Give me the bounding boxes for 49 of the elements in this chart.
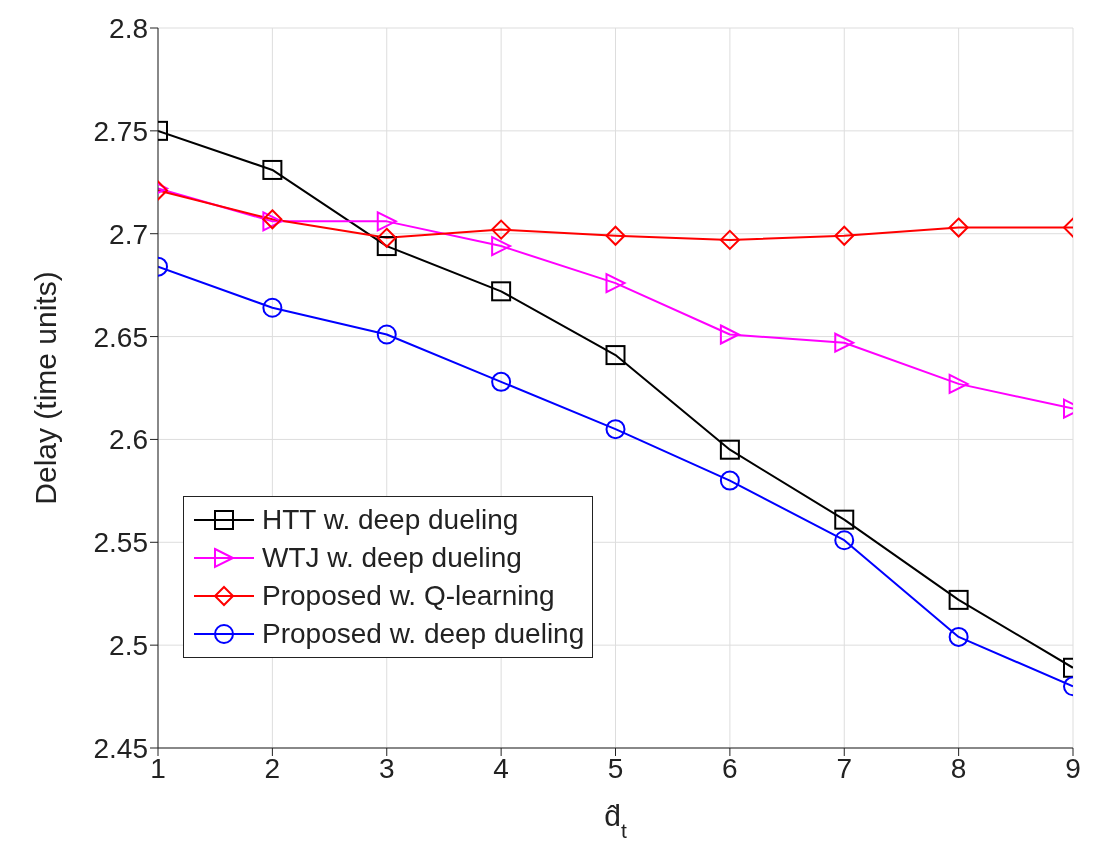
x-tick-label: 3 <box>378 752 395 784</box>
point <box>376 227 397 248</box>
point <box>834 509 855 530</box>
x-tick-label: 2 <box>264 752 281 784</box>
point <box>834 225 855 246</box>
legend-label: WTJ w. deep dueling <box>262 542 522 574</box>
x-tick-label: 5 <box>607 752 624 784</box>
x-tick-label: 4 <box>493 752 509 784</box>
point <box>719 470 740 491</box>
point <box>834 332 855 353</box>
y-axis-title: Delay (time units) <box>28 271 62 505</box>
point <box>491 371 512 392</box>
point <box>834 530 855 551</box>
x-axis-title: d̂$_{t}$ <box>604 799 627 842</box>
point <box>719 439 740 460</box>
point <box>491 236 512 257</box>
point <box>948 217 969 238</box>
point <box>376 324 397 345</box>
point <box>605 273 626 294</box>
point <box>948 626 969 647</box>
point <box>948 373 969 394</box>
point <box>491 219 512 240</box>
point <box>376 236 397 257</box>
point <box>262 159 283 180</box>
y-tick-label: 2.55 <box>93 527 148 559</box>
point <box>948 589 969 610</box>
y-tick-label: 2.45 <box>93 732 148 764</box>
legend-label: HTT w. deep dueling <box>262 504 519 536</box>
point <box>719 229 740 250</box>
y-tick-label: 2.75 <box>93 115 148 147</box>
point <box>605 225 626 246</box>
legend-label: Proposed w. deep dueling <box>262 618 585 650</box>
y-tick-label: 2.6 <box>109 424 148 456</box>
point <box>491 281 512 302</box>
point <box>605 419 626 440</box>
point <box>719 324 740 345</box>
x-tick-label: 1 <box>150 752 166 784</box>
x-tick-label: 6 <box>722 752 738 784</box>
legend-label: Proposed w. Q-learning <box>262 580 555 612</box>
x-tick-label: 9 <box>1065 752 1081 784</box>
point <box>376 211 397 232</box>
y-tick-label: 2.5 <box>109 630 148 662</box>
point <box>262 297 283 318</box>
point <box>605 345 626 366</box>
y-tick-label: 2.7 <box>109 218 148 250</box>
y-tick-label: 2.8 <box>109 12 148 44</box>
x-tick-label: 7 <box>836 752 853 784</box>
y-tick-label: 2.65 <box>93 321 148 353</box>
x-tick-label: 8 <box>950 752 967 784</box>
